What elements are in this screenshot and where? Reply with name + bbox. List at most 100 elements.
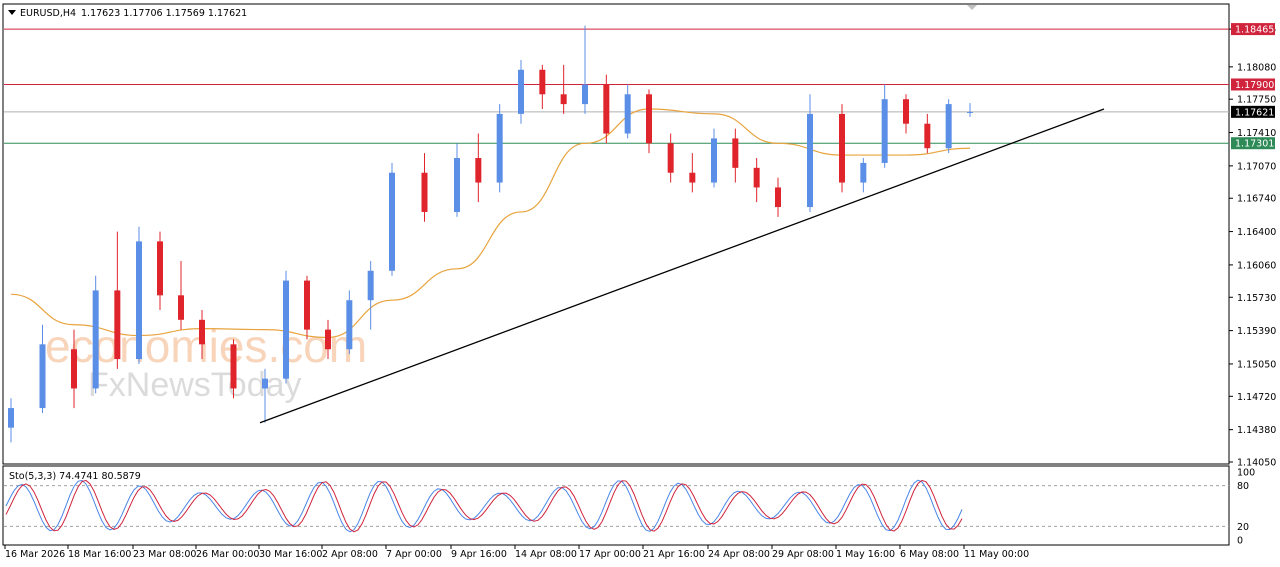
bear-candle [753, 167, 760, 188]
stochastic-label: Sto(5,3,3) 74.4741 80.5879 [9, 471, 141, 482]
support-price-label: 1.17301 [1235, 139, 1274, 150]
stochastic-d-line [5, 479, 963, 533]
resistance-price-label: 1.18465 [1235, 25, 1274, 36]
bull-candle [346, 300, 353, 350]
moving-average-line [10, 108, 971, 339]
stochastic-level-label: 100 [1237, 468, 1255, 479]
bear-candle [421, 172, 428, 212]
price-tags: 1.18465 1.17900 1.17621 1.17301 [1231, 23, 1275, 150]
bull-candle [367, 270, 374, 301]
watermark-fxnewstoday: FxNewsToday [88, 366, 302, 404]
y-tick-label: 1.17410 [1237, 128, 1276, 139]
trendline [259, 108, 1105, 424]
support-price-tag [1231, 137, 1275, 150]
stochastic-level-label: 80 [1237, 481, 1249, 492]
bear-candle [603, 84, 610, 134]
y-tick-label: 1.14380 [1237, 425, 1276, 436]
bull-candle [136, 241, 142, 360]
bull-candle [967, 111, 973, 113]
y-tick-label: 1.15730 [1237, 293, 1276, 304]
bull-candle [496, 113, 503, 183]
y-tick-label: 1.14720 [1237, 392, 1276, 403]
y-axis-ticks: 1.18465 1.18080 1.17750 1.17410 1.17070 1.167… [1229, 25, 1276, 469]
bear-candle [689, 172, 696, 183]
x-tick-label: 17 Apr 00:00 [579, 549, 641, 560]
y-tick-label: 1.16060 [1237, 260, 1276, 271]
bear-candle [775, 187, 781, 208]
bull-candle [881, 99, 888, 163]
bear-candle [230, 344, 237, 389]
bull-candle [262, 378, 268, 389]
stochastic-level-label: 0 [1237, 536, 1243, 547]
y-tick-label: 1.15050 [1237, 359, 1276, 370]
y-tick-label: 1.17750 [1237, 95, 1276, 106]
bull-candle [518, 69, 524, 114]
x-tick-label: 9 Apr 16:00 [451, 549, 507, 560]
x-tick-label: 23 Mar 08:00 [133, 549, 196, 560]
x-tick-label: 1 May 16:00 [836, 549, 895, 560]
bull-candle [860, 162, 867, 183]
y-tick-label: 1.16400 [1237, 227, 1276, 238]
bear-candle [325, 329, 331, 350]
bear-candle [539, 69, 546, 95]
bull-candle [711, 138, 717, 183]
y-tick-label: 1.16740 [1237, 194, 1276, 205]
horizontal-levels [4, 28, 1229, 144]
ascending-trendline [259, 108, 1105, 424]
y-tick-label: 1.15390 [1237, 326, 1276, 337]
bear-candle [199, 319, 205, 345]
x-tick-label: 2 Apr 08:00 [322, 549, 378, 560]
bull-candle [945, 104, 952, 149]
bear-candle [903, 99, 909, 124]
stochastic-oscillator: 100 80 20 0 [4, 468, 1255, 547]
scroll-marker-icon[interactable] [967, 5, 977, 10]
resistance-price-label: 1.17900 [1235, 80, 1274, 91]
x-tick-label: 14 Apr 08:00 [515, 549, 577, 560]
resistance-price-tag [1231, 23, 1275, 36]
x-tick-label: 30 Mar 16:00 [259, 549, 322, 560]
current-price-tag [1231, 105, 1275, 118]
bear-candle [475, 158, 482, 183]
bear-candle [667, 143, 674, 173]
dropdown-arrow-icon[interactable] [8, 10, 16, 15]
bull-candle [8, 408, 14, 428]
y-tick-label: 1.14050 [1237, 458, 1276, 469]
x-tick-label: 6 May 08:00 [900, 549, 959, 560]
bear-candle [732, 138, 739, 168]
bull-candle [454, 158, 460, 212]
x-tick-label: 16 Mar 2026 [5, 549, 65, 560]
bear-candle [646, 94, 652, 144]
bull-candle [389, 172, 395, 271]
bull-candle [92, 290, 99, 389]
stochastic-level-label: 20 [1237, 522, 1249, 533]
stochastic-frame [2, 465, 1230, 546]
ohlc-readout: 1.17623 1.17706 1.17569 1.17621 [81, 8, 247, 19]
bear-candle [560, 94, 567, 105]
bear-candle [157, 241, 163, 296]
current-price-label: 1.17621 [1235, 107, 1274, 118]
x-axis-labels: 16 Mar 2026 18 Mar 16:00 23 Mar 08:00 26 Ma… [4, 545, 1029, 560]
bear-candle [114, 290, 121, 360]
bull-candle [39, 344, 46, 409]
bull-candle [582, 84, 588, 105]
x-tick-label: 26 Mar 00:00 [196, 549, 259, 560]
candlesticks [8, 25, 973, 443]
main-chart-frame [2, 3, 1230, 465]
x-tick-label: 7 Apr 00:00 [386, 549, 442, 560]
bull-candle [283, 280, 289, 379]
x-tick-label: 11 May 00:00 [964, 549, 1029, 560]
bear-candle [71, 349, 77, 389]
bear-candle [178, 295, 184, 320]
stochastic-k-line [5, 479, 963, 533]
bull-candle [624, 94, 631, 134]
x-tick-label: 24 Apr 08:00 [708, 549, 770, 560]
x-tick-label: 21 Apr 16:00 [643, 549, 705, 560]
bear-candle [304, 280, 310, 330]
resistance-price-tag [1231, 78, 1275, 91]
moving-average [10, 108, 971, 339]
x-tick-label: 29 Apr 08:00 [772, 549, 834, 560]
x-tick-label: 18 Mar 16:00 [68, 549, 131, 560]
bull-candle [807, 113, 813, 208]
bear-candle [924, 123, 931, 149]
